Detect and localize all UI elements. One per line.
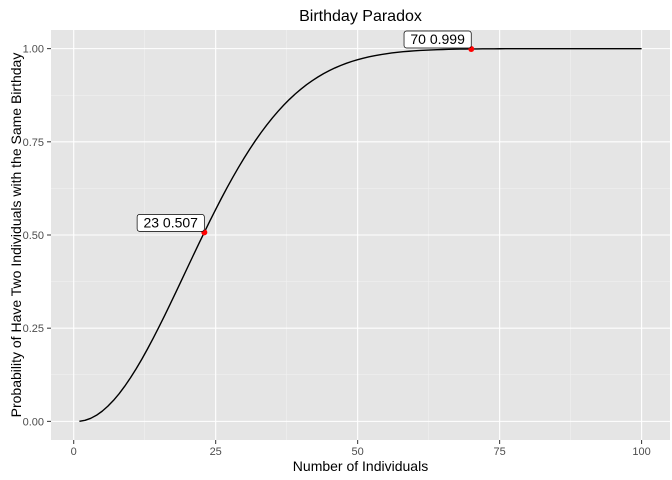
y-axis-ticks: 0.00 0.25 0.50 0.75 1.00 [23,44,51,428]
series-line [79,47,642,423]
highlight-label-box [136,214,205,232]
x-tick-label: 25 [210,446,222,458]
x-tick-label: 75 [494,446,506,458]
y-tick-label: 0.00 [23,416,44,428]
y-tick-label: 0.50 [23,230,44,242]
highlight-label: 23 0.507 [143,214,198,230]
y-tick-label: 1.00 [23,44,44,56]
y-tick-label: 0.25 [23,323,44,335]
y-axis-label: Probability of Have Two Individuals with… [8,53,24,418]
x-axis-label: Number of Individuals [293,458,428,474]
x-tick-label: 50 [352,446,364,458]
highlight-label: 70 0.999 [410,31,465,47]
highlight-layer: 23 0.507 70 0.999 [136,30,475,236]
y-tick-label: 0.75 [23,137,44,149]
series-layer [79,47,642,423]
chart-title: Birthday Paradox [299,8,422,25]
x-axis-ticks: 0 25 50 75 100 [71,440,651,458]
x-tick-label: 0 [71,446,77,458]
major-gridlines [51,30,670,440]
x-tick-label: 100 [632,446,650,458]
highlight-label-box [403,30,472,49]
